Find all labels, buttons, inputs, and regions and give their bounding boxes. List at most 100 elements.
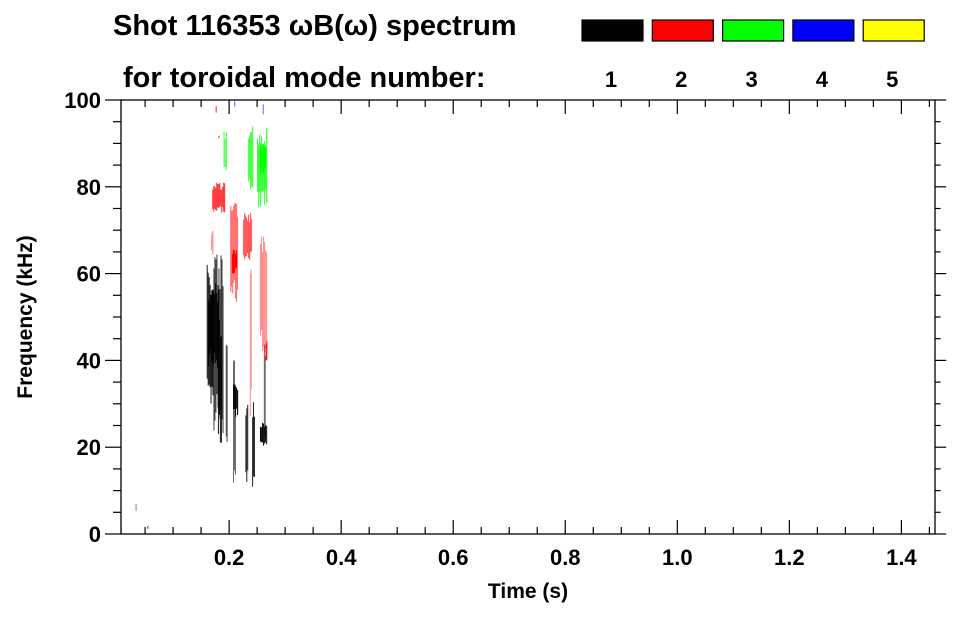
spectrum-streak (218, 184, 220, 208)
spectrum-streak (206, 264, 208, 379)
spectrum-region-mode-1 (147, 525, 149, 530)
x-tick-label: 0.4 (326, 545, 357, 570)
spectrum-streak (214, 186, 216, 209)
spectrum-streak (230, 206, 232, 293)
x-tick-label: 0.6 (438, 545, 469, 570)
spectrum-streak (225, 131, 227, 171)
spectrum-streak (259, 243, 261, 336)
spectrum-streak (231, 210, 233, 287)
spectrum-streak (253, 402, 255, 477)
spectrum-streak (214, 257, 216, 421)
spectrum-streak (235, 386, 237, 417)
spectrum-region-mode-1 (233, 384, 239, 417)
spectrum-streak (236, 387, 238, 409)
spectrum-streak (262, 422, 264, 443)
legend-label-mode-5: 5 (886, 67, 898, 92)
spectrum-streak (237, 389, 239, 416)
spectrum-streak (234, 253, 236, 269)
spectrum-streak (264, 146, 266, 168)
spectrum-streak (259, 426, 262, 442)
spectrum-streak (259, 150, 261, 167)
spectrum-streak (221, 189, 223, 213)
spectrum-streak (215, 259, 217, 413)
spectrum-region-mode-1 (225, 344, 228, 442)
chart-title: Shot 116353 ωB(ω) spectrum (113, 10, 517, 42)
spectrum-streak (249, 222, 251, 260)
spectrum-streak (233, 360, 235, 483)
spectrum-streak (237, 216, 239, 290)
spectrum-streak (248, 138, 250, 182)
spectrum-streak (233, 360, 235, 471)
spectrum-streak (218, 319, 220, 415)
spectrum-streak (209, 302, 211, 355)
spectrum-streak (250, 213, 252, 253)
spectrum-streak (234, 203, 236, 280)
spectrum-streak (249, 135, 251, 179)
spectrum-region-mode-1 (233, 360, 236, 483)
spectrum-streak (263, 423, 265, 446)
spectrum-streak (260, 427, 262, 443)
spectrum-streak (262, 147, 264, 173)
spectrum-region-mode-2 (249, 269, 252, 416)
spectrum-streak (233, 205, 235, 283)
spectrum-streak (250, 269, 252, 389)
spectrum-streak (248, 214, 250, 259)
spectrum-streak (263, 344, 265, 436)
spectrum-region-mode-4 (234, 101, 236, 107)
spectrum-streak (265, 147, 267, 169)
spectrum-streak (244, 213, 246, 260)
spectrum-streak (264, 355, 266, 440)
spectrum-streak (253, 416, 255, 477)
y-tick-label: 0 (89, 522, 101, 547)
spectrum-streak (217, 319, 219, 434)
spectrum-streak (252, 417, 254, 487)
spectrum-streak (260, 144, 262, 174)
spectrum-streak (265, 250, 267, 349)
spectrum-streak (210, 295, 212, 404)
legend-label-mode-3: 3 (745, 67, 757, 92)
spectrum-streak (207, 272, 209, 386)
legend-swatch-mode-3 (721, 19, 785, 42)
spectrum-streak (232, 210, 234, 294)
x-tick-label: 1.2 (774, 545, 805, 570)
spectrum-streak (246, 217, 248, 256)
spectrum-streak (245, 415, 247, 473)
spectrum-streak (263, 236, 265, 347)
spectrum-streak (218, 135, 220, 139)
legend-swatch-mode-5 (862, 19, 925, 42)
spectrum-streak (246, 408, 248, 482)
spectrum-streak (222, 286, 224, 434)
x-tick-label: 1.4 (886, 545, 917, 570)
y-tick-label: 60 (77, 262, 101, 287)
spectrum-streak (231, 254, 233, 274)
spectrum-streak (217, 183, 219, 208)
spectrum-streak (261, 147, 263, 173)
legend-swatch-mode-4 (792, 19, 855, 42)
spectrum-streak (212, 231, 214, 255)
spectrum-streak (263, 143, 265, 174)
spectrum-streak (252, 126, 254, 188)
y-tick-label: 100 (64, 88, 101, 113)
spectrum-region-mode-4 (262, 104, 264, 115)
spectrum-streak (232, 249, 234, 274)
spectrum-streak (235, 203, 237, 299)
spectrum-streak (225, 344, 227, 437)
spectrum-region-mode-2 (231, 249, 238, 274)
spectrum-streak (216, 254, 218, 395)
spectrum-streak (264, 140, 266, 206)
spectrum-region-mode-3 (223, 131, 227, 171)
spectrum-region-mode-1 (259, 422, 268, 446)
spectrum-region-mode-2 (243, 213, 253, 260)
plot-frame (120, 99, 936, 535)
spectrum-streak (251, 132, 253, 188)
y-tick-label: 20 (77, 435, 101, 460)
spectrum-region-mode-1 (263, 344, 266, 440)
spectrum-region-mode-1 (252, 402, 255, 487)
spectrum-streak (233, 384, 235, 410)
spectrum-region-mode-1 (245, 404, 249, 482)
legend: 1 2 3 4 5 (581, 19, 925, 92)
spectrum-streak (219, 183, 221, 207)
spectrum-region-mode-3 (259, 143, 267, 174)
spectrum-streak (245, 215, 247, 257)
